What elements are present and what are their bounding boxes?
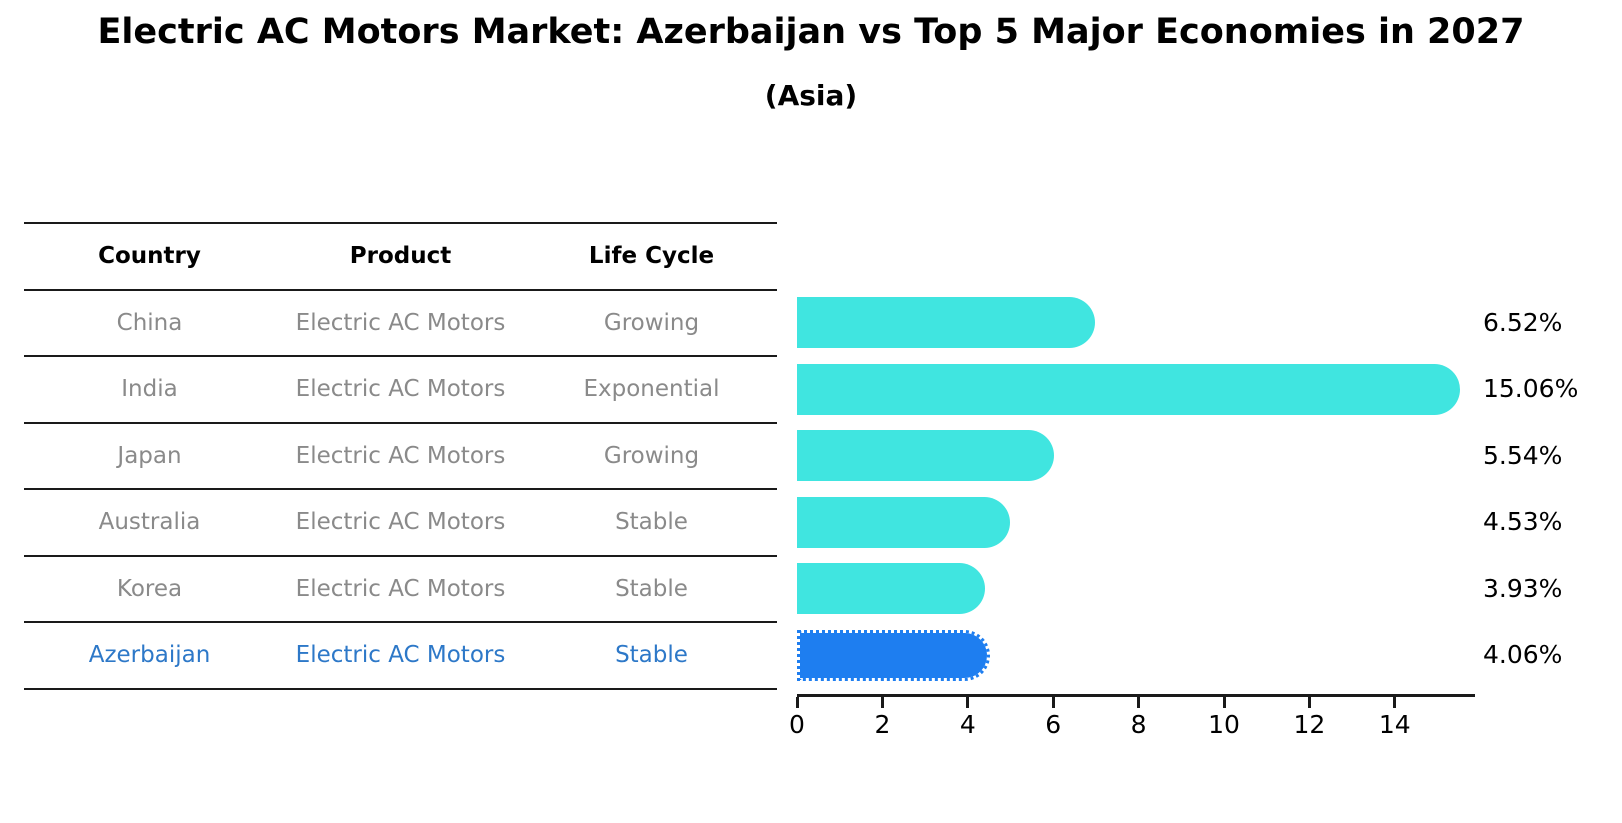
x-tick-mark <box>1393 697 1397 708</box>
bar-korea <box>797 563 985 614</box>
value-label-azerbaijan: 4.06% <box>1483 640 1563 669</box>
bar-azerbaijan <box>797 629 990 681</box>
table-header-product: Product <box>349 243 452 270</box>
table-cell-life-cycle: Growing <box>603 309 700 336</box>
table-cell-product: Electric AC Motors <box>295 442 506 469</box>
x-tick-mark <box>1051 697 1055 708</box>
value-label-korea: 3.93% <box>1483 573 1563 603</box>
table-header-row: Country Product Life Cycle <box>24 222 777 289</box>
table-cell-product: Electric AC Motors <box>295 509 506 536</box>
table-cell-product: Electric AC Motors <box>295 376 506 403</box>
x-tick-label: 0 <box>789 710 805 739</box>
x-tick-mark <box>1222 697 1226 708</box>
table-row-korea: Korea Electric AC Motors Stable <box>24 554 777 622</box>
table-cell-life-cycle: Growing <box>603 442 700 469</box>
table-cell-country: Azerbaijan <box>88 642 211 669</box>
x-tick-label: 12 <box>1293 710 1326 739</box>
page-title: Electric AC Motors Market: Azerbaijan vs… <box>97 12 1525 52</box>
table-cell-product: Electric AC Motors <box>295 309 506 336</box>
value-label-australia: 4.53% <box>1483 507 1563 536</box>
table-cell-life-cycle: Exponential <box>583 376 720 403</box>
x-tick-label: 4 <box>959 710 976 739</box>
table-cell-life-cycle: Stable <box>615 509 688 536</box>
country-table: Country Product Life Cycle China Electric… <box>24 222 777 690</box>
value-label-japan: 5.54% <box>1483 440 1563 470</box>
bar-india <box>797 363 1460 415</box>
table-cell-country: Japan <box>117 442 182 469</box>
table-row-japan: Japan Electric AC Motors Growing <box>24 421 777 489</box>
x-tick-label: 2 <box>874 710 891 739</box>
x-tick-mark <box>966 697 970 708</box>
table-header-life-cycle: Life Cycle <box>588 243 715 270</box>
bar-china <box>797 297 1095 348</box>
x-tick-label: 6 <box>1045 710 1062 739</box>
value-label-china: 6.52% <box>1483 307 1563 337</box>
x-tick-label: 10 <box>1208 710 1240 739</box>
table-cell-country: Korea <box>116 575 183 602</box>
table-row-india: India Electric AC Motors Exponential <box>24 355 777 422</box>
table-body: China Electric AC Motors Growing India Elect… <box>24 288 777 688</box>
table-header-country: Country <box>98 243 201 270</box>
x-axis-line <box>797 694 1475 697</box>
table-cell-product: Electric AC Motors <box>295 575 506 602</box>
x-tick-mark <box>880 697 884 708</box>
table-row-china: China Electric AC Motors Growing <box>24 288 777 356</box>
bar-japan <box>797 430 1054 481</box>
x-tick-mark <box>795 697 799 708</box>
x-tick-mark <box>1307 697 1311 708</box>
table-cell-country: Australia <box>98 509 201 536</box>
table-cell-product: Electric AC Motors <box>295 642 506 669</box>
page-subtitle: (Asia) <box>764 79 858 112</box>
table-row-australia: Australia Electric AC Motors Stable <box>24 488 777 555</box>
table-cell-life-cycle: Stable <box>615 642 688 669</box>
x-tick-label: 8 <box>1130 710 1147 739</box>
bar-australia <box>797 496 1010 548</box>
table-cell-country: China <box>116 309 183 336</box>
x-tick-label: 14 <box>1378 710 1411 739</box>
value-label-india: 15.06% <box>1483 374 1579 403</box>
x-tick-mark <box>1137 697 1141 708</box>
table-cell-life-cycle: Stable <box>615 575 688 602</box>
table-cell-country: India <box>121 376 178 403</box>
table-row-azerbaijan: Azerbaijan Electric AC Motors Stable <box>24 621 777 688</box>
